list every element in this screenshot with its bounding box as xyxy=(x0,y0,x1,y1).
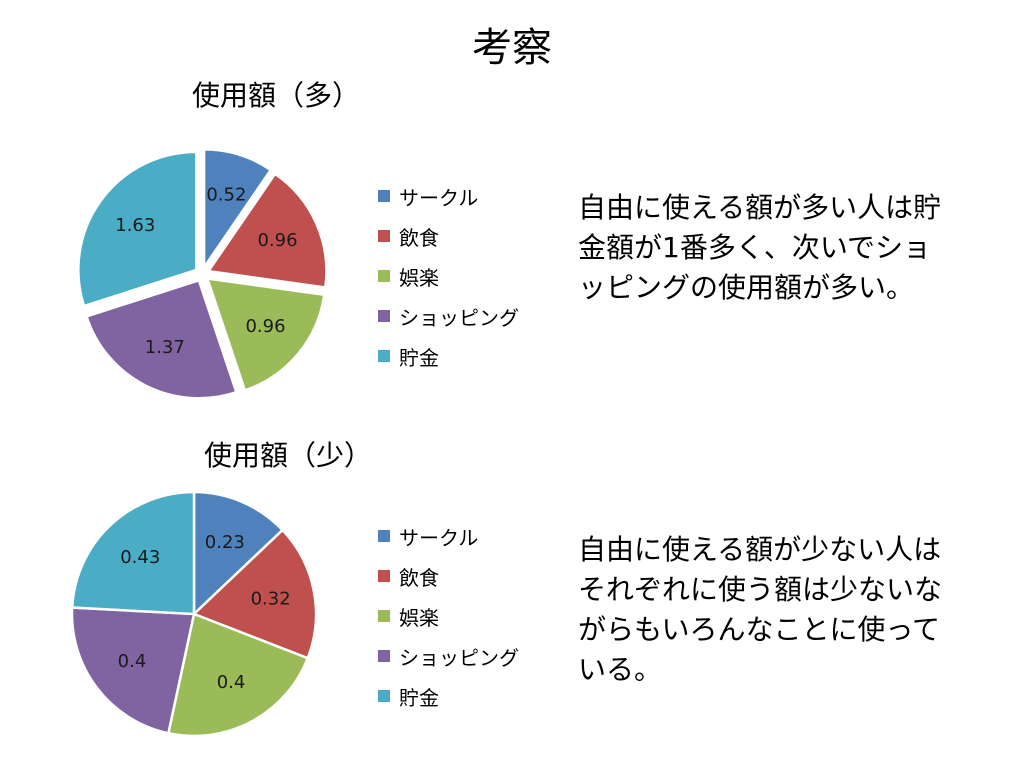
data-label-food: 0.32 xyxy=(251,588,291,609)
legend-swatch xyxy=(378,530,390,542)
legend-low-spending: サークル 飲食 娯楽 ショッピング 貯金 xyxy=(378,516,519,716)
data-label-food: 0.96 xyxy=(257,230,297,251)
legend-swatch xyxy=(378,610,390,622)
legend-label: 飲食 xyxy=(399,225,439,250)
chart-title-high-spending: 使用額（多） xyxy=(192,79,361,112)
legend-item: サークル xyxy=(378,176,519,216)
legend-label: 娯楽 xyxy=(399,605,439,630)
pie-slice-circle xyxy=(202,148,273,272)
data-label-shopping: 0.4 xyxy=(118,651,147,672)
legend-item: 飲食 xyxy=(378,556,519,596)
pie-slice-savings xyxy=(77,150,198,308)
legend-item: 娯楽 xyxy=(378,256,519,296)
legend-swatch xyxy=(378,650,390,662)
pie-chart-high-spending: 0.52 0.96 0.96 1.37 1.63 xyxy=(77,148,328,400)
legend-label: 貯金 xyxy=(399,685,439,710)
pie-chart-low-spending: 0.23 0.32 0.4 0.4 0.43 xyxy=(70,490,318,738)
legend-label: 飲食 xyxy=(399,565,439,590)
legend-item: 貯金 xyxy=(378,336,519,376)
chart-title-low-spending: 使用額（少） xyxy=(204,439,373,472)
legend-label: 娯楽 xyxy=(399,265,439,290)
legend-label: サークル xyxy=(399,525,479,550)
pie-slice-food xyxy=(206,172,328,289)
pie-slice-shopping xyxy=(70,606,196,735)
data-label-savings: 0.43 xyxy=(120,547,160,568)
data-label-savings: 1.63 xyxy=(115,215,155,236)
legend-swatch xyxy=(378,310,390,322)
pie-slice-food xyxy=(191,528,318,660)
legend-item: ショッピング xyxy=(378,636,519,676)
legend-label: サークル xyxy=(399,185,479,210)
legend-item: サークル xyxy=(378,516,519,556)
legend-item: ショッピング xyxy=(378,296,519,336)
legend-item: 貯金 xyxy=(378,676,519,716)
pie-slice-entertainment xyxy=(205,276,326,392)
commentary-low-spending: 自由に使える額が少ない人はそれぞれに使う額は少ないながらもいろんなことに使ってい… xyxy=(578,533,943,686)
slide-title: 考察 xyxy=(472,25,552,71)
legend-swatch xyxy=(378,270,390,282)
legend-label: 貯金 xyxy=(399,345,439,370)
pie-slice-circle xyxy=(192,490,285,617)
legend-item: 飲食 xyxy=(378,216,519,256)
data-label-circle: 0.23 xyxy=(205,532,245,553)
legend-high-spending: サークル 飲食 娯楽 ショッピング 貯金 xyxy=(378,176,519,376)
legend-swatch xyxy=(378,350,390,362)
legend-label: ショッピング xyxy=(399,305,519,330)
pie-slice-savings xyxy=(70,490,196,616)
legend-swatch xyxy=(378,190,390,202)
legend-swatch xyxy=(378,690,390,702)
legend-swatch xyxy=(378,570,390,582)
commentary-high-spending: 自由に使える額が多い人は貯金額が1番多く、次いでショッピングの使用額が多い。 xyxy=(578,191,942,304)
legend-label: ショッピング xyxy=(399,645,519,670)
pie-slice-entertainment xyxy=(166,612,310,738)
data-label-entertainment: 0.96 xyxy=(245,316,285,337)
data-label-circle: 0.52 xyxy=(206,185,246,206)
data-label-entertainment: 0.4 xyxy=(217,672,246,693)
data-label-shopping: 1.37 xyxy=(145,337,185,358)
legend-item: 娯楽 xyxy=(378,596,519,636)
legend-swatch xyxy=(378,230,390,242)
pie-slice-shopping xyxy=(84,278,238,400)
